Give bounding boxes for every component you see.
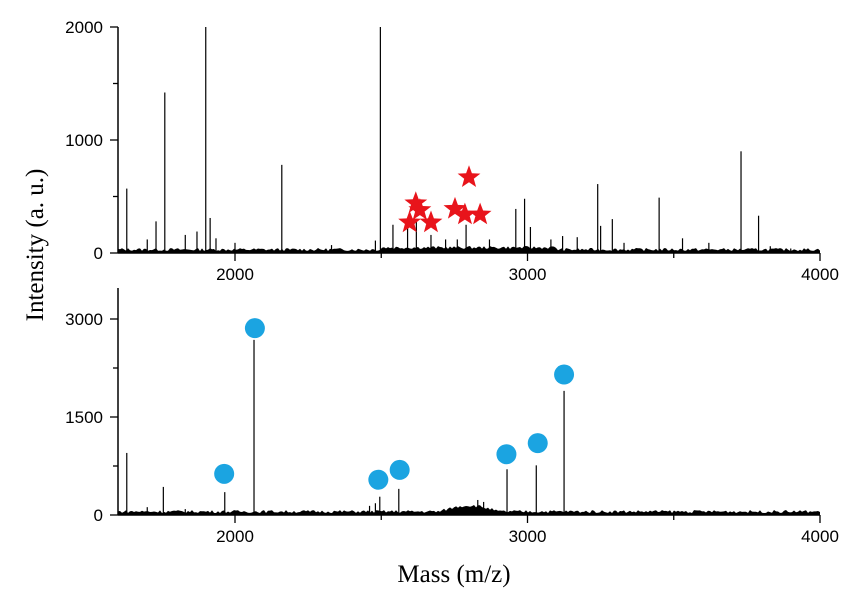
red-star-marker xyxy=(457,165,481,187)
bottom-x-tick-label: 2000 xyxy=(216,527,254,546)
top-x-tick-label: 4000 xyxy=(801,265,839,284)
top-y-tick-label: 1000 xyxy=(65,131,103,150)
top-y-tick-label: 0 xyxy=(94,244,103,263)
bottom-spectrum-panel: 2000 3000 4000 0 1500 3000 xyxy=(65,288,839,546)
top-spectrum-panel: 2000 3000 4000 0 1000 2000 xyxy=(65,18,839,284)
bottom-y-tick-label: 1500 xyxy=(65,408,103,427)
top-y-tick-label: 2000 xyxy=(65,18,103,37)
red-star-marker xyxy=(404,191,428,213)
top-x-tick-label: 3000 xyxy=(509,265,547,284)
blue-circle-marker xyxy=(554,364,575,385)
top-noise-baseline xyxy=(118,246,820,253)
red-star-marker xyxy=(453,202,477,225)
blue-circle-marker xyxy=(527,433,548,454)
bottom-noise-baseline xyxy=(118,505,820,515)
bottom-x-tick-label: 4000 xyxy=(801,527,839,546)
blue-circle-marker xyxy=(214,463,235,484)
red-star-marker xyxy=(398,210,421,233)
bottom-y-tick-label: 0 xyxy=(94,506,103,525)
blue-circle-marker xyxy=(368,469,389,490)
red-star-marker xyxy=(419,210,443,233)
top-x-tick-label: 2000 xyxy=(216,265,254,284)
red-star-marker xyxy=(443,196,467,219)
blue-circle-marker xyxy=(389,459,410,480)
bottom-y-tick-label: 3000 xyxy=(65,310,103,329)
blue-circle-marker xyxy=(496,444,517,465)
bottom-x-tick-label: 3000 xyxy=(509,527,547,546)
blue-circle-marker xyxy=(244,318,265,339)
red-star-marker xyxy=(408,198,432,220)
y-axis-title: Intensity (a. u.) xyxy=(22,169,49,322)
red-star-marker xyxy=(468,202,492,225)
x-axis-title: Mass (m/z) xyxy=(397,561,510,588)
